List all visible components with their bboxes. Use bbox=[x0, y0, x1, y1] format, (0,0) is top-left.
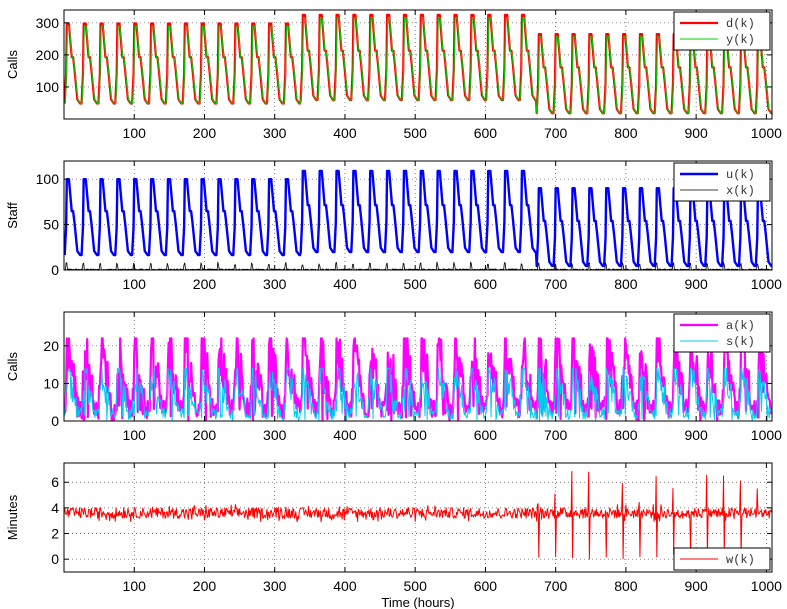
x-tick-label: 500 bbox=[404, 276, 428, 292]
x-tick-label: 400 bbox=[333, 578, 357, 594]
x-tick-label: 300 bbox=[263, 578, 287, 594]
x-tick-label: 100 bbox=[123, 276, 147, 292]
x-tick-label: 400 bbox=[333, 125, 357, 141]
x-tick-label: 400 bbox=[333, 427, 357, 443]
x-tick-label: 1000 bbox=[751, 578, 782, 594]
x-tick-label: 800 bbox=[614, 427, 638, 443]
x-tick-label: 600 bbox=[474, 276, 498, 292]
x-tick-label: 500 bbox=[404, 125, 428, 141]
legend-label: y(k) bbox=[726, 33, 755, 47]
y-axis-label: Minutes bbox=[5, 494, 20, 540]
x-tick-label: 800 bbox=[614, 276, 638, 292]
series-line-yk bbox=[64, 17, 772, 114]
x-tick-label: 100 bbox=[123, 427, 147, 443]
legend: u(k) x(k) bbox=[673, 162, 771, 202]
x-tick-label: 700 bbox=[544, 578, 568, 594]
chart-panel-2: 100 200 300 400 500 600 700 800 900 1000 0 50 100 Sta… bbox=[5, 160, 782, 292]
y-tick-label: 300 bbox=[36, 15, 60, 31]
y-tick-label: 4 bbox=[51, 500, 59, 516]
y-tick-label: 6 bbox=[51, 474, 59, 490]
x-tick-label: 900 bbox=[684, 276, 708, 292]
series-line-wk bbox=[64, 470, 772, 560]
x-tick-label: 800 bbox=[614, 125, 638, 141]
chart-panel-1: 100 200 300 400 500 600 700 800 900 1000 100 200 300… bbox=[5, 9, 782, 141]
x-axis-label: Time (hours) bbox=[381, 595, 454, 609]
x-tick-label: 100 bbox=[123, 125, 147, 141]
y-axis-label: Calls bbox=[5, 352, 20, 381]
legend-label: u(k) bbox=[726, 168, 755, 182]
x-tick-label: 800 bbox=[614, 578, 638, 594]
legend-box bbox=[673, 11, 771, 51]
y-tick-label: 20 bbox=[43, 338, 59, 354]
x-tick-label: 600 bbox=[474, 427, 498, 443]
x-tick-label: 1000 bbox=[751, 276, 782, 292]
x-tick-label: 100 bbox=[123, 578, 147, 594]
y-tick-label: 0 bbox=[51, 551, 59, 567]
y-tick-label: 100 bbox=[36, 79, 60, 95]
legend: a(k) s(k) bbox=[673, 313, 771, 353]
x-tick-label: 200 bbox=[193, 125, 217, 141]
axes-frame bbox=[63, 311, 773, 422]
x-tick-label: 900 bbox=[684, 427, 708, 443]
x-tick-label: 300 bbox=[263, 427, 287, 443]
x-tick-label: 300 bbox=[263, 125, 287, 141]
x-tick-label: 600 bbox=[474, 578, 498, 594]
legend-box bbox=[673, 313, 771, 353]
y-axis-label: Staff bbox=[5, 202, 20, 229]
legend: w(k) bbox=[673, 547, 771, 571]
y-tick-label: 0 bbox=[51, 413, 59, 429]
x-tick-label: 700 bbox=[544, 125, 568, 141]
x-tick-label: 200 bbox=[193, 578, 217, 594]
x-tick-label: 600 bbox=[474, 125, 498, 141]
y-axis-label: Calls bbox=[5, 50, 20, 79]
y-tick-label: 50 bbox=[43, 217, 59, 233]
axes-frame bbox=[63, 160, 773, 271]
axes-frame bbox=[63, 9, 773, 120]
x-tick-label: 900 bbox=[684, 125, 708, 141]
legend-label: w(k) bbox=[726, 553, 755, 567]
legend-box bbox=[673, 162, 771, 202]
x-tick-label: 500 bbox=[404, 578, 428, 594]
legend-label: d(k) bbox=[726, 17, 755, 31]
x-tick-label: 200 bbox=[193, 427, 217, 443]
legend-label: s(k) bbox=[726, 335, 755, 349]
chart-panel-3: 100 200 300 400 500 600 700 800 900 1000 0 10 20 Call… bbox=[5, 311, 782, 443]
series-line-uk bbox=[64, 169, 772, 268]
y-tick-label: 10 bbox=[43, 375, 59, 391]
y-tick-label: 200 bbox=[36, 47, 60, 63]
x-tick-label: 900 bbox=[684, 578, 708, 594]
x-tick-label: 700 bbox=[544, 276, 568, 292]
legend: d(k) y(k) bbox=[673, 11, 771, 51]
x-tick-label: 1000 bbox=[751, 125, 782, 141]
legend-label: x(k) bbox=[726, 184, 755, 198]
x-tick-label: 400 bbox=[333, 276, 357, 292]
y-tick-label: 100 bbox=[36, 171, 60, 187]
y-tick-label: 2 bbox=[51, 526, 59, 542]
x-tick-label: 1000 bbox=[751, 427, 782, 443]
x-tick-label: 700 bbox=[544, 427, 568, 443]
series-line-sk bbox=[64, 367, 772, 421]
legend-box bbox=[673, 547, 771, 571]
x-tick-label: 300 bbox=[263, 276, 287, 292]
x-tick-label: 500 bbox=[404, 427, 428, 443]
x-tick-label: 200 bbox=[193, 276, 217, 292]
y-tick-label: 0 bbox=[51, 262, 59, 278]
chart-panel-4: 100 200 300 400 500 600 700 800 900 1000 0 2 4 6 Minut… bbox=[5, 462, 782, 609]
axes-frame bbox=[63, 462, 773, 573]
legend-label: a(k) bbox=[726, 319, 755, 333]
